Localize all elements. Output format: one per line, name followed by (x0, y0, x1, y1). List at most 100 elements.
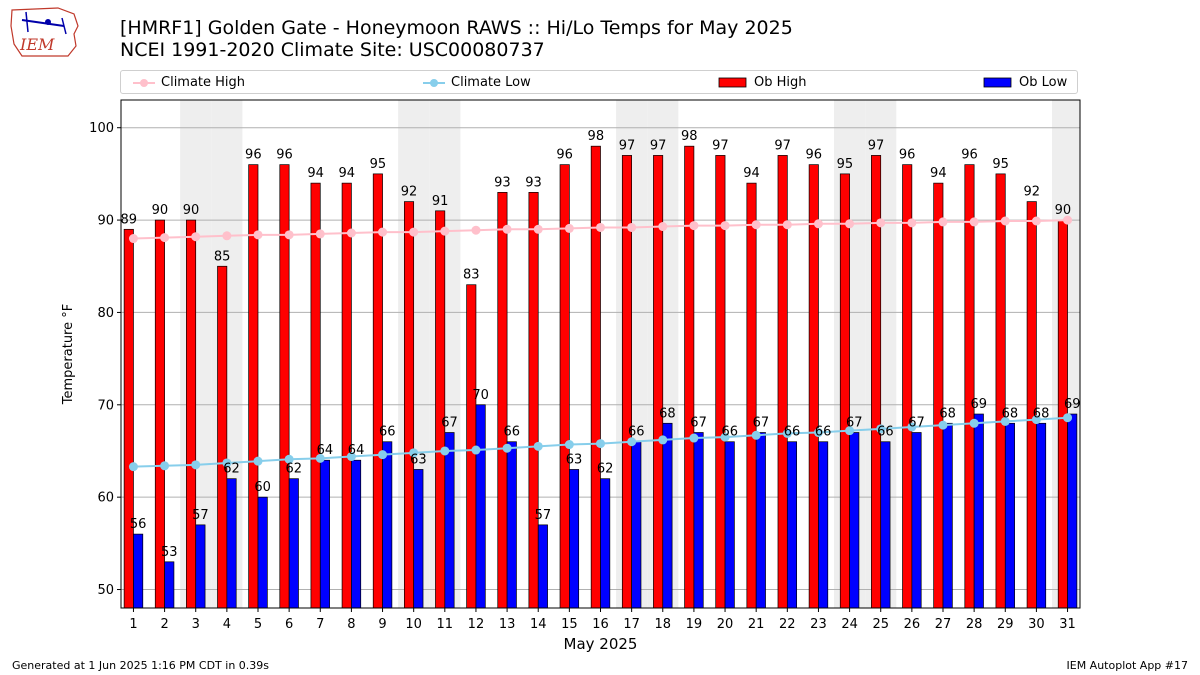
ob-high-bar (248, 164, 259, 608)
climate-low-point (160, 461, 170, 471)
ob-high-label: 97 (868, 138, 885, 153)
ob-low-label: 68 (1033, 406, 1050, 421)
x-tick-label: 6 (285, 617, 293, 632)
ob-high-bar (746, 182, 757, 608)
climate-high-point (284, 230, 294, 240)
x-tick-label: 7 (316, 617, 324, 632)
climate-high-point (533, 224, 543, 234)
climate-high-point (1000, 216, 1010, 226)
ob-high-bar (964, 164, 975, 608)
climate-high-point (191, 232, 201, 242)
climate-low-point (782, 428, 792, 438)
legend-ob-low: Ob Low (983, 74, 1067, 92)
ob-high-label: 91 (432, 194, 449, 209)
y-tick-label: 100 (89, 121, 114, 136)
ob-low-bar (226, 478, 237, 608)
ob-low-bar (444, 432, 455, 608)
ob-low-label: 66 (503, 425, 520, 440)
ob-low-bar (413, 469, 424, 608)
ob-low-bar (288, 478, 299, 608)
legend-climate-high-label: Climate High (161, 75, 246, 90)
ob-low-bar (1036, 422, 1047, 608)
x-tick-label: 15 (561, 617, 578, 632)
ob-low-bar (942, 422, 953, 608)
x-tick-label: 27 (935, 617, 952, 632)
ob-low-label: 62 (597, 462, 614, 477)
climate-low-line (133, 416, 1068, 468)
x-tick-label: 12 (468, 617, 485, 632)
weekend-band (865, 100, 897, 608)
ob-high-label: 85 (214, 249, 231, 264)
ob-high-bar (653, 155, 664, 608)
ob-high-label: 95 (837, 157, 854, 172)
ob-low-bar (569, 469, 580, 608)
ob-high-bar (310, 182, 321, 608)
title-line-2: NCEI 1991-2020 Climate Site: USC00080737 (120, 39, 545, 61)
ob-low-bar (133, 533, 144, 608)
climate-high-point (222, 231, 232, 241)
climate-low-point (471, 445, 481, 455)
y-tick-label: 50 (97, 583, 114, 598)
ob-high-label: 93 (494, 175, 511, 190)
legend-climate-high: Climate High (133, 74, 245, 92)
ob-low-bar (818, 441, 829, 608)
ob-low-bar (164, 561, 175, 608)
x-tick-label: 1 (129, 617, 137, 632)
x-tick-label: 19 (686, 617, 703, 632)
logo-text: IEM (19, 35, 55, 54)
weekend-band (429, 100, 461, 608)
climate-low-point (409, 448, 419, 458)
climate-high-point (751, 220, 761, 230)
title-line-1: [HMRF1] Golden Gate - Honeymoon RAWS :: … (120, 17, 793, 39)
ob-high-bar (715, 155, 726, 608)
ob-low-bar (257, 496, 268, 608)
ob-high-label: 96 (961, 148, 978, 163)
ob-low-bar (195, 524, 206, 608)
ob-high-label: 90 (152, 203, 169, 218)
x-axis-label: May 2025 (564, 635, 638, 653)
ob-high-bar (777, 155, 788, 608)
ob-low-label: 68 (659, 406, 676, 421)
climate-high-point (689, 221, 699, 231)
legend-climate-low-label: Climate Low (451, 75, 531, 90)
climate-low-point (627, 437, 637, 447)
x-tick-label: 31 (1059, 617, 1076, 632)
ob-high-bar (559, 164, 570, 608)
weekend-band (211, 100, 243, 608)
ob-low-bar (693, 432, 704, 608)
ob-low-bar (755, 432, 766, 608)
x-tick-label: 2 (160, 617, 168, 632)
ob-low-bar (319, 459, 330, 608)
climate-high-point (315, 229, 325, 239)
ob-low-label: 63 (566, 452, 583, 467)
legend-ob-high: Ob High (718, 74, 807, 92)
ob-low-label: 66 (379, 425, 396, 440)
x-tick-label: 20 (717, 617, 734, 632)
weekend-band (616, 100, 648, 608)
climate-high-point (564, 223, 574, 233)
ob-low-bar (382, 441, 393, 608)
x-tick-label: 16 (592, 617, 609, 632)
ob-low-bar (537, 524, 548, 608)
ob-high-label: 89 (121, 212, 138, 227)
x-tick-label: 28 (966, 617, 983, 632)
weekend-band (834, 100, 866, 608)
ob-low-label: 63 (410, 452, 427, 467)
y-tick-label: 90 (97, 214, 114, 229)
app-note: IEM Autoplot App #17 (1066, 659, 1189, 672)
climate-high-point (627, 222, 637, 232)
climate-low-point (253, 456, 263, 466)
y-tick-label: 70 (97, 398, 114, 413)
climate-low-point (346, 452, 356, 462)
x-tick-label: 3 (192, 617, 200, 632)
y-tick-label: 60 (97, 491, 114, 506)
ob-low-label: 64 (348, 443, 365, 458)
climate-low-point (720, 432, 730, 442)
generated-note: Generated at 1 Jun 2025 1:16 PM CDT in 0… (12, 659, 270, 672)
climate-low-point (658, 435, 668, 445)
x-tick-label: 29 (997, 617, 1014, 632)
climate-high-point (471, 225, 481, 235)
weekend-band (398, 100, 430, 608)
ob-low-bar (849, 432, 860, 608)
iem-logo: IEM (10, 7, 79, 57)
